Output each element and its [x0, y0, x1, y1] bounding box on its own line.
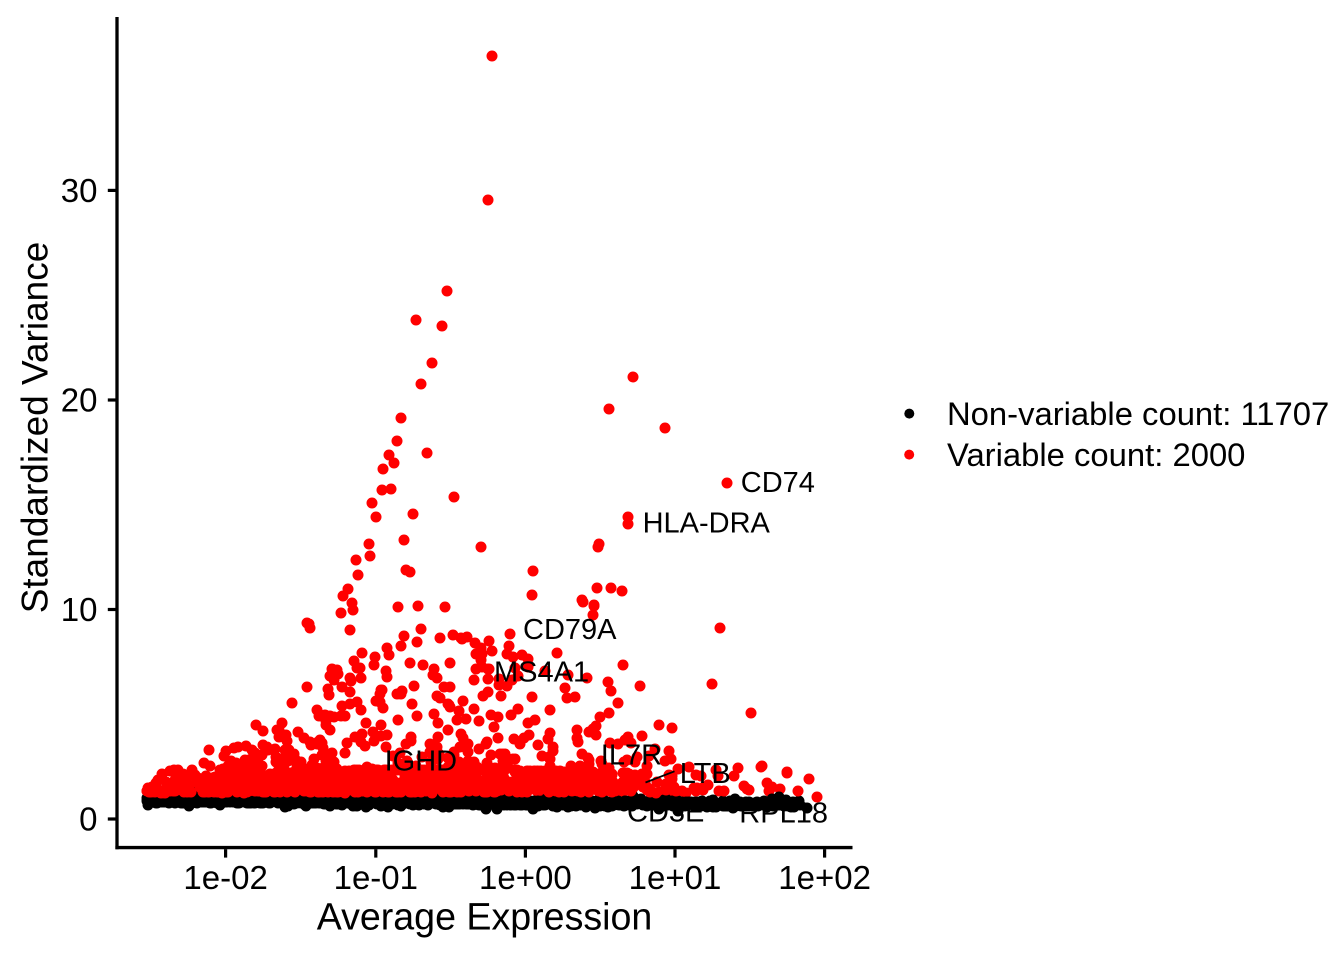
svg-text:IL7R: IL7R — [601, 740, 662, 772]
svg-text:1e-01: 1e-01 — [334, 859, 418, 896]
svg-text:10: 10 — [61, 591, 98, 628]
svg-text:LTB: LTB — [680, 758, 731, 790]
svg-text:1e+01: 1e+01 — [629, 859, 722, 896]
svg-text:1e-02: 1e-02 — [183, 859, 267, 896]
svg-text:RPL18: RPL18 — [739, 798, 828, 830]
svg-text:CD74: CD74 — [741, 467, 815, 499]
svg-text:0: 0 — [79, 801, 97, 838]
svg-text:20: 20 — [61, 382, 98, 419]
svg-text:CD79A: CD79A — [523, 614, 617, 646]
svg-text:HLA-DRA: HLA-DRA — [643, 508, 771, 540]
svg-text:Variable count: 2000: Variable count: 2000 — [947, 436, 1245, 473]
svg-text:Standardized Variance: Standardized Variance — [14, 242, 55, 614]
svg-text:IGHD: IGHD — [385, 746, 458, 778]
svg-text:1e+02: 1e+02 — [778, 859, 871, 896]
svg-text:30: 30 — [61, 172, 98, 209]
svg-text:MS4A1: MS4A1 — [494, 656, 589, 688]
svg-text:CD3E: CD3E — [627, 797, 704, 829]
svg-text:Average Expression: Average Expression — [317, 896, 653, 938]
svg-text:1e+00: 1e+00 — [479, 859, 572, 896]
svg-text:Non-variable count: 11707: Non-variable count: 11707 — [947, 395, 1329, 432]
